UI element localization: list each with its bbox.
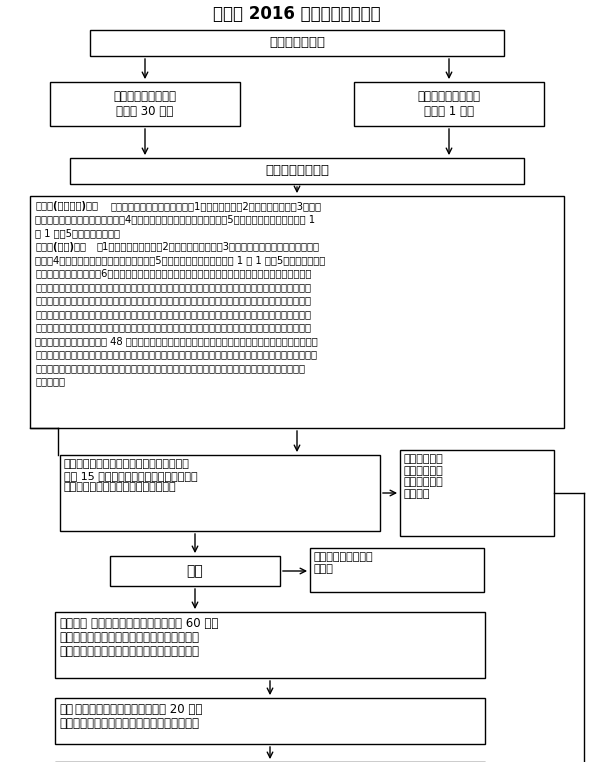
- Bar: [50, 82, 240, 126]
- Text: 作出工伤认定决定（包括工伤或视同工伤的认: 作出工伤认定决定（包括工伤或视同工伤的认: [59, 631, 199, 644]
- Text: ：1、工伤认定申请表；2、工伤认定申请书；3、与用人单位存在劳动关系的证明: ：1、工伤认定申请表；2、工伤认定申请书；3、与用人单位存在劳动关系的证明: [97, 242, 320, 251]
- Text: 申请人(用人单位)申请: 申请人(用人单位)申请: [35, 201, 98, 211]
- Bar: [90, 30, 504, 56]
- Text: 宁波市 2016 年度工程认定程序: 宁波市 2016 年度工程认定程序: [213, 5, 381, 23]
- Text: 行政决定: 行政决定: [59, 617, 87, 630]
- Text: ：自受理工伤认定申请之日起 60 日内: ：自受理工伤认定申请之日起 60 日内: [91, 617, 219, 630]
- Text: 定决定和不属于工伤或不视同工伤的决定）。: 定决定和不属于工伤或不视同工伤的决定）。: [59, 645, 199, 658]
- Text: 企业：应于事故发生
之日起 30 日内: 企业：应于事故发生 之日起 30 日内: [113, 90, 176, 118]
- Bar: [354, 82, 544, 126]
- Bar: [400, 450, 554, 536]
- Bar: [55, 698, 485, 744]
- Text: 因公负伤致残的转业、复员军人，旧伤复发的，提交《革命伤残军人证》及劳动能力鉴定机构对旧伤复: 因公负伤致残的转业、复员军人，旧伤复发的，提交《革命伤残军人证》及劳动能力鉴定机…: [35, 363, 305, 373]
- Text: 发的确认。: 发的确认。: [35, 376, 65, 386]
- Text: 寸 1 张；5、其他有关材料。: 寸 1 张；5、其他有关材料。: [35, 228, 120, 238]
- Text: 者其他相关证明；（三）因工外出期间，由于工作原因受到伤害或者发生事故下落不明的，提交公安部门: 者其他相关证明；（三）因工外出期间，由于工作原因受到伤害或者发生事故下落不明的，…: [35, 296, 311, 306]
- Bar: [30, 196, 564, 428]
- Text: 受理: 受理: [187, 564, 203, 578]
- Text: 送达: 送达: [59, 703, 73, 716]
- Text: ：填写工伤认定申请表并提交：1、参保花名册；2、工伤事故报告；3、与用: ：填写工伤认定申请表并提交：1、参保花名册；2、工伤事故报告；3、与用: [110, 201, 321, 211]
- Text: 不符合受理条
件或时效的，
发给不予受理
通知书。: 不符合受理条 件或时效的， 发给不予受理 通知书。: [404, 454, 444, 499]
- Text: 发出工伤认定举证通
知书。: 发出工伤认定举证通 知书。: [314, 552, 374, 574]
- Text: 申请人(职工)申请: 申请人(职工)申请: [35, 242, 86, 251]
- Text: 岗位，突发疾病死亡或者在 48 小时之内经抢救无效死亡的，提交医疗机构的抢救证明；（六）在抢险救: 岗位，突发疾病死亡或者在 48 小时之内经抢救无效死亡的，提交医疗机构的抢救证明…: [35, 336, 318, 346]
- Bar: [310, 548, 484, 592]
- Text: 事故伤害发生后: 事故伤害发生后: [269, 37, 325, 50]
- Text: 灾等维护国家利益、公共利益活动中受到伤害的，提交民政部门或者其相关部门的证明；（七）属于因战、: 灾等维护国家利益、公共利益活动中受到伤害的，提交民政部门或者其相关部门的证明；（…: [35, 350, 317, 360]
- Text: 亡证明；（二）在工作时间和工作场所内，因履行工作职责受到暴力等意外伤害的，提交公安部的证明或: 亡证明；（二）在工作时间和工作场所内，因履行工作职责受到暴力等意外伤害的，提交公…: [35, 282, 311, 292]
- Text: 工伤认定受理部门: 工伤认定受理部门: [265, 165, 329, 178]
- Bar: [55, 612, 485, 678]
- Bar: [110, 556, 280, 586]
- Text: 人单位存在劳动关系的证明材料：4、医疗诊断证明或职业病诊断证明；5、身份证复印件及近期照片 1: 人单位存在劳动关系的证明材料：4、医疗诊断证明或职业病诊断证明；5、身份证复印件…: [35, 214, 315, 225]
- Text: 职工：应于事故发生
之日起 1 年内: 职工：应于事故发生 之日起 1 年内: [418, 90, 481, 118]
- Text: ：自工伤认定决定作出之日起 20 个工: ：自工伤认定决定作出之日起 20 个工: [75, 703, 203, 716]
- Text: 证明或者相关部门的证明；（四）上下班途中，受到非本人主要责任的交通事故或者城市轨道交通、客运: 证明或者相关部门的证明；（四）上下班途中，受到非本人主要责任的交通事故或者城市轨…: [35, 309, 311, 319]
- Bar: [60, 455, 380, 531]
- Text: 轮渡、火车事故伤害的，提交公安机关交通管理部门或者其他相关部门的证明；（五）在工作时间和工作: 轮渡、火车事故伤害的，提交公安机关交通管理部门或者其他相关部门的证明；（五）在工…: [35, 322, 311, 332]
- Bar: [70, 158, 524, 184]
- Text: 的用人单位登记信息表；6、有下列情形之一的，还应当分别提交相应证据：（一）职工死亡的，提交死: 的用人单位登记信息表；6、有下列情形之一的，还应当分别提交相应证据：（一）职工死…: [35, 268, 311, 278]
- Text: 审查：对申请人提供材料不完整的，当场或
者在 15 个工作日内以书面形式一次性告之
工伤认定申请人需要补正的全部材料。: 审查：对申请人提供材料不完整的，当场或 者在 15 个工作日内以书面形式一次性告…: [64, 459, 198, 492]
- Text: 材料：4、医疗诊断证明或职业病诊断证明：5、身份证复印件及近期照片 1 寸 1 张；5、工商部门出具: 材料：4、医疗诊断证明或职业病诊断证明：5、身份证复印件及近期照片 1 寸 1 …: [35, 255, 326, 265]
- Text: 作日内送达工伤认定申请人（单位、个人）。: 作日内送达工伤认定申请人（单位、个人）。: [59, 717, 199, 730]
